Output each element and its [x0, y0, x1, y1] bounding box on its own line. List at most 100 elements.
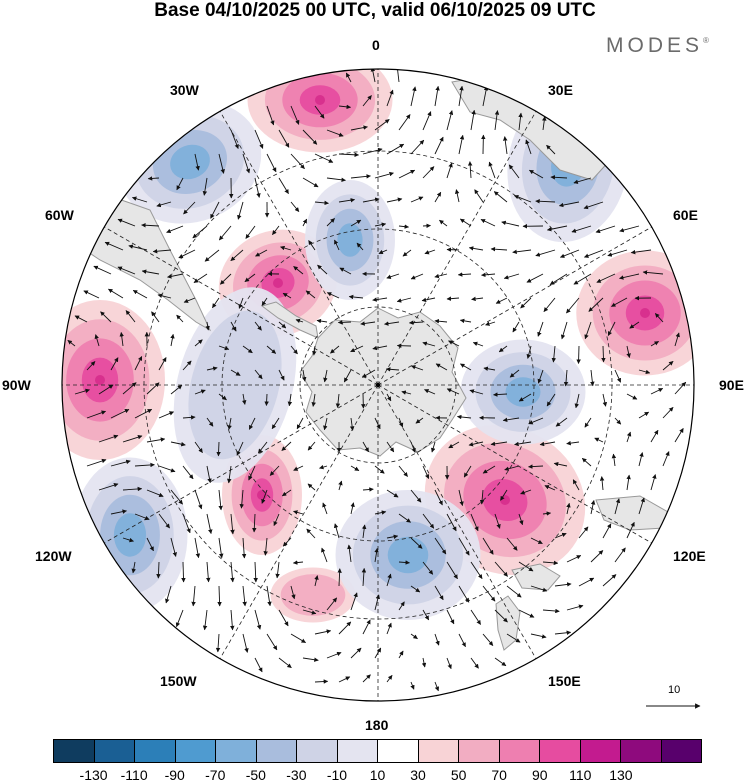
wind-vector-322 — [566, 440, 580, 446]
wind-vector-213 — [372, 345, 388, 351]
wind-vector-264 — [386, 393, 392, 402]
wind-vector-230 — [182, 360, 192, 371]
wind-vector-460 — [602, 574, 617, 587]
wind-vector-155 — [183, 297, 196, 303]
wind-vector-38 — [458, 134, 465, 155]
wind-vector-247 — [590, 369, 595, 387]
colorbar-label-7: 10 — [369, 767, 386, 783]
wind-vector-301 — [662, 406, 674, 419]
wind-vector-128 — [117, 266, 136, 275]
wind-vector-75 — [454, 189, 460, 203]
wind-vector-387 — [374, 510, 387, 515]
wind-vector-461 — [175, 609, 184, 628]
wind-vector-145 — [526, 273, 544, 283]
wind-vector-344 — [482, 465, 496, 474]
wind-vector-180 — [205, 321, 210, 331]
wind-vector-462 — [202, 609, 208, 631]
wind-vector-479 — [242, 633, 249, 653]
wind-vector-178 — [151, 311, 160, 323]
wind-vector-306 — [194, 441, 203, 453]
wind-vector-225 — [674, 332, 680, 347]
wind-vector-328 — [110, 459, 131, 467]
wind-vector-364 — [386, 489, 399, 498]
wind-vector-361 — [307, 483, 316, 491]
wind-vector-266 — [424, 389, 436, 395]
wind-vector-109 — [230, 249, 244, 262]
wind-vector-81 — [583, 201, 604, 210]
wind-vector-261 — [311, 393, 316, 407]
wind-vector-376 — [110, 509, 127, 515]
pole-marker — [375, 382, 381, 388]
wind-vector-159 — [282, 292, 292, 299]
wind-vector-170 — [543, 297, 556, 312]
wind-vector-97 — [480, 218, 496, 227]
wind-vector-275 — [650, 387, 664, 395]
wind-vector-71 — [362, 197, 380, 203]
wind-vector-83 — [141, 222, 160, 228]
colorbar-label-5: -30 — [286, 767, 307, 783]
wind-vector-229 — [158, 357, 167, 371]
wind-vector-19 — [374, 119, 390, 131]
wind-vector-409 — [361, 524, 367, 539]
wind-vector-392 — [494, 513, 501, 529]
wind-vector-262 — [335, 393, 341, 408]
wind-vector-355 — [170, 489, 183, 505]
wind-vector-54 — [422, 166, 435, 179]
wind-vector-410 — [386, 534, 399, 539]
wind-vector-451 — [386, 573, 392, 587]
wind-vector-463 — [230, 609, 235, 631]
colorbar-swatch-2 — [135, 740, 176, 762]
wind-vector-201 — [94, 334, 100, 347]
wind-vector-55 — [446, 162, 453, 179]
wind-vector-393 — [518, 513, 524, 526]
wind-vector-150 — [642, 270, 664, 275]
meridian-150 — [377, 384, 537, 659]
antarctica — [299, 307, 467, 457]
wind-vector-311 — [307, 441, 316, 451]
wind-vector-21 — [422, 111, 432, 131]
wind-vector-164 — [396, 297, 412, 303]
wind-vector-484 — [362, 619, 371, 635]
wind-vector-338 — [350, 465, 360, 471]
wind-vector-239 — [385, 367, 400, 372]
wind-vector-304 — [146, 437, 166, 443]
colorbar-swatch-8 — [378, 740, 419, 762]
wind-vector-468 — [350, 592, 358, 611]
wind-vector-45 — [202, 177, 208, 196]
wind-vector-444 — [217, 585, 222, 607]
wind-vector-6 — [338, 104, 352, 110]
wind-vector-33 — [338, 152, 360, 158]
wind-vector-116 — [402, 249, 412, 257]
wind-vector-490 — [506, 633, 521, 643]
map-title: Base 04/10/2025 00 UTC, valid 06/10/2025… — [154, 0, 596, 21]
wind-vector-333 — [227, 465, 232, 484]
wind-vector-136 — [317, 264, 328, 275]
graticule — [62, 69, 694, 701]
wind-vector-147 — [573, 273, 592, 285]
wind-vector-420 — [626, 521, 635, 539]
wind-vector-473 — [470, 609, 481, 625]
wind-vector-47 — [254, 177, 261, 198]
wind-vector-106 — [152, 248, 172, 254]
wind-vector-199 — [654, 313, 664, 323]
wind-vector-157 — [238, 297, 244, 309]
wind-vector-31 — [290, 153, 305, 170]
wind-vector-51 — [350, 174, 371, 179]
wind-vector-371 — [544, 485, 556, 491]
wind-vector-448 — [314, 575, 319, 587]
meridian-60 — [377, 226, 652, 386]
wind-vector-36 — [410, 139, 425, 155]
wind-vector-362 — [338, 480, 343, 491]
wind-vector-446 — [266, 585, 272, 607]
wind-vector-279 — [134, 408, 153, 419]
wind-vector-124 — [583, 249, 604, 258]
wind-vector-188 — [384, 321, 400, 326]
wind-vector-37 — [434, 136, 444, 155]
wind-vector-353 — [122, 486, 143, 492]
wind-vector-196 — [584, 321, 592, 340]
wind-vector-396 — [590, 500, 596, 515]
wind-vector-343 — [463, 465, 472, 478]
wind-vector-20 — [398, 114, 411, 131]
wind-vector-40 — [503, 136, 508, 155]
wind-vector-64 — [183, 201, 196, 215]
